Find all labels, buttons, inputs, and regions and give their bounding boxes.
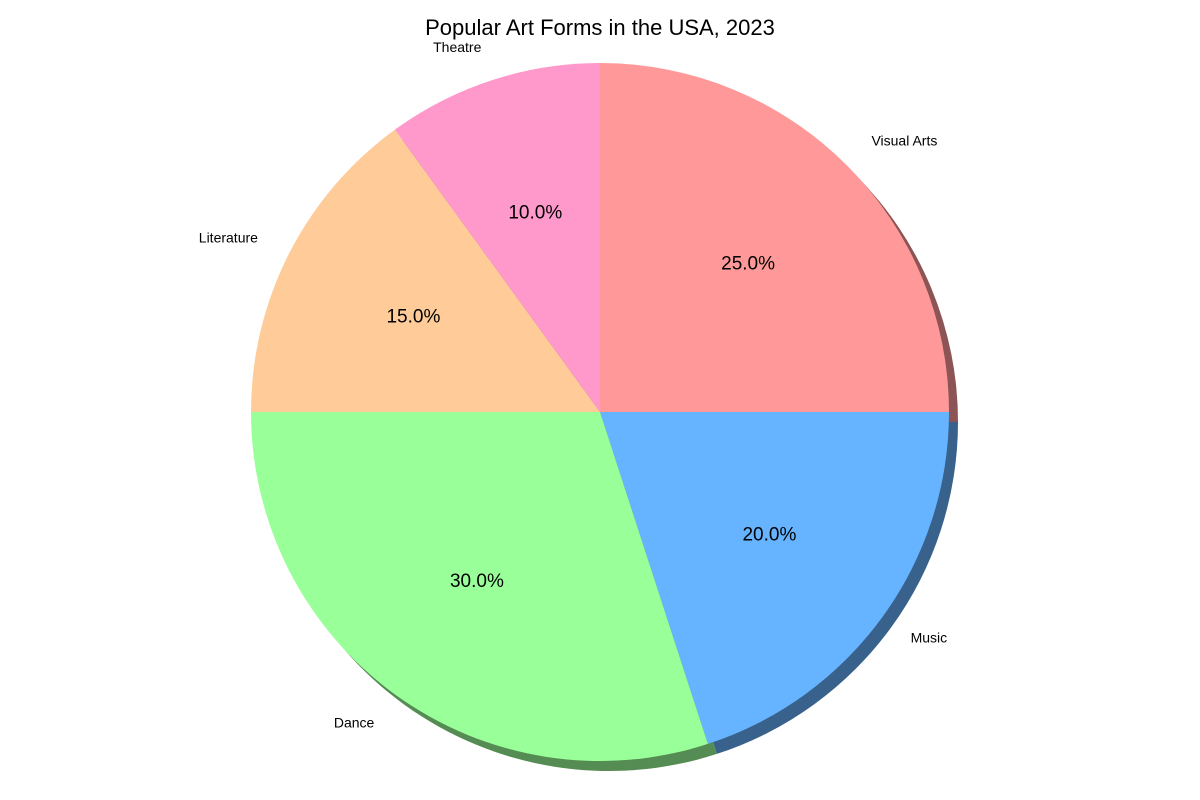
pie-label-literature: Literature — [199, 230, 258, 246]
pie-label-dance: Dance — [334, 715, 375, 731]
pie-label-music: Music — [911, 630, 948, 646]
pie-percent-music: 20.0% — [742, 525, 796, 546]
pie-slice-music — [600, 412, 949, 744]
pie-percent-dance: 30.0% — [450, 571, 504, 592]
pie-slices — [251, 63, 949, 762]
pie-percent-theatre: 10.0% — [508, 202, 562, 223]
pie-label-visual-arts: Visual Arts — [871, 133, 937, 149]
pie-slice-dance — [251, 412, 708, 762]
pie-label-theatre: Theatre — [433, 39, 481, 55]
pie-labels: Visual Arts 25.0% Music 20.0% Dance 30.0% Lite… — [199, 39, 947, 731]
pie-percent-literature: 15.0% — [386, 306, 440, 327]
pie-percent-visual-arts: 25.0% — [721, 253, 775, 274]
pie-slice-literature — [251, 129, 600, 412]
pie-slice-visual-arts — [600, 63, 949, 412]
pie-slice-theatre — [394, 63, 600, 412]
chart-title: Popular Art Forms in the USA, 2023 — [425, 15, 775, 40]
